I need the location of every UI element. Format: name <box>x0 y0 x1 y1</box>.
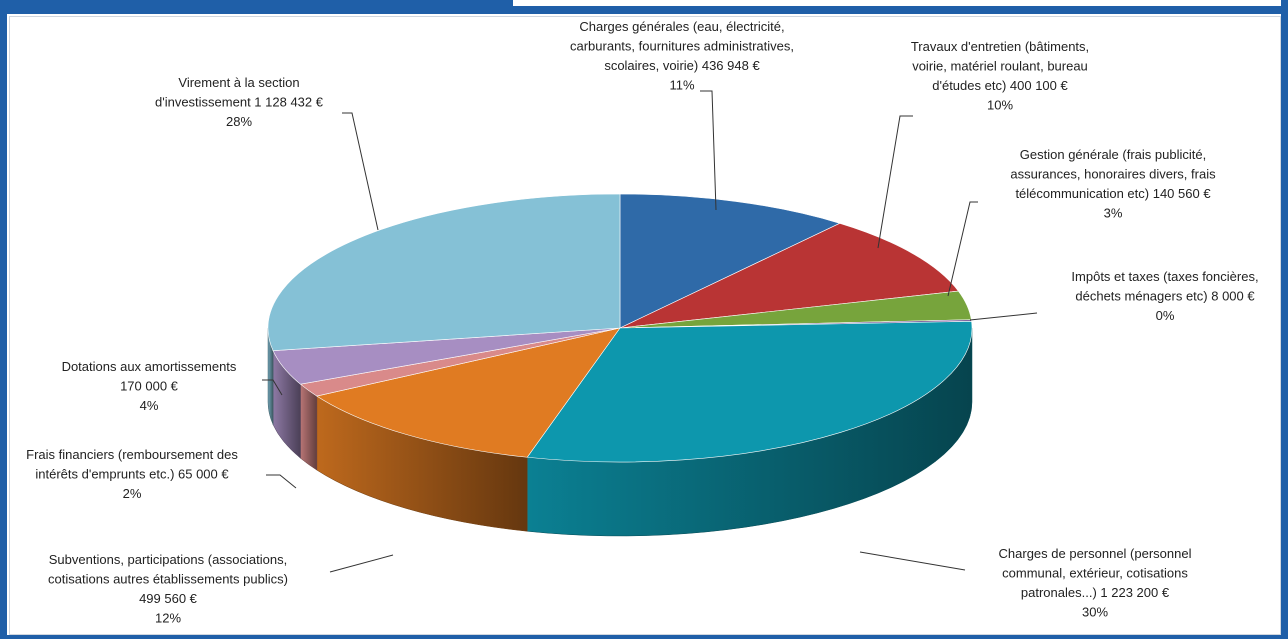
pie-slice-1 <box>619 223 959 329</box>
slice-label-4: Charges de personnel (personnel communal,… <box>999 546 1192 620</box>
frame-border-left <box>0 0 7 639</box>
slice-label-line: scolaires, voirie) 436 948 € <box>604 58 760 73</box>
slice-label-line: d'études etc) 400 100 € <box>932 78 1068 93</box>
slice-label-7: Dotations aux amortissements 170 000 € 4% <box>62 359 237 413</box>
pie-sides <box>267 327 973 537</box>
leader-line-8 <box>342 112 379 231</box>
leader-line-4 <box>859 551 966 571</box>
frame-top-bar-right <box>513 6 1288 14</box>
slice-label-line: 11% <box>669 78 694 93</box>
slice-label-line: 2% <box>123 486 142 501</box>
pie-side-6 <box>300 383 318 471</box>
slice-label-line: Frais financiers (remboursement des <box>26 447 238 462</box>
slice-label-line: Gestion générale (frais publicité, <box>1020 147 1206 162</box>
slice-labels: Charges générales (eau, électricité, carb… <box>26 19 1258 626</box>
slice-label-line: voirie, matériel roulant, bureau <box>912 59 1088 74</box>
slice-label-line: intérêts d'emprunts etc.) 65 000 € <box>35 467 229 482</box>
slice-label-line: Charges générales (eau, électricité, <box>579 19 784 34</box>
slice-label-line: 4% <box>140 398 159 413</box>
slice-label-line: Travaux d'entretien (bâtiments, <box>911 39 1089 54</box>
leader-line-1 <box>877 115 913 249</box>
slice-label-8: Virement à la section d'investissement 1 … <box>155 75 324 129</box>
slice-label-line: Impôts et taxes (taxes foncières, <box>1071 269 1258 284</box>
frame-border-right <box>1281 0 1288 639</box>
leader-line-5 <box>329 554 394 573</box>
slice-label-line: d'investissement 1 128 432 € <box>155 95 324 110</box>
slice-label-line: 28% <box>226 114 252 129</box>
pie-top-slices <box>267 193 973 463</box>
slice-label-line: assurances, honoraires divers, frais <box>1010 167 1216 182</box>
slice-label-line: 10% <box>987 98 1013 113</box>
slice-label-0: Charges générales (eau, électricité, carb… <box>570 19 794 93</box>
pie-slice-8 <box>267 193 621 352</box>
slice-label-2: Gestion générale (frais publicité, assura… <box>1010 147 1216 221</box>
leader-lines <box>262 90 1038 573</box>
slice-label-line: 30% <box>1082 605 1108 620</box>
slice-label-line: 12% <box>155 611 181 626</box>
frame-top-bar-left <box>0 0 513 14</box>
slice-label-line: carburants, fournitures administratives, <box>570 39 794 54</box>
slice-label-line: Dotations aux amortissements <box>62 359 237 374</box>
pie-slice-0 <box>619 193 841 329</box>
slice-label-1: Travaux d'entretien (bâtiments, voirie, m… <box>911 39 1089 113</box>
slice-label-line: 3% <box>1104 206 1123 221</box>
slice-label-3: Impôts et taxes (taxes foncières, déchets… <box>1071 269 1258 323</box>
frame-border-bottom <box>0 635 1288 639</box>
slice-label-line: Charges de personnel (personnel <box>999 546 1192 561</box>
leader-line-3 <box>969 312 1038 321</box>
slice-label-6: Frais financiers (remboursement des intér… <box>26 447 238 501</box>
pie-slice-4 <box>526 321 973 463</box>
slice-label-line: télécommunication etc) 140 560 € <box>1015 186 1211 201</box>
leader-line-7 <box>262 379 283 396</box>
slice-label-line: cotisations autres établissements public… <box>48 572 288 587</box>
slice-label-5: Subventions, participations (association… <box>48 552 288 626</box>
pie-slice-5 <box>316 327 621 458</box>
slice-label-line: 499 560 € <box>139 591 198 606</box>
leader-line-6 <box>266 474 297 489</box>
slice-label-line: déchets ménagers etc) 8 000 € <box>1075 289 1255 304</box>
leader-line-0 <box>700 90 717 211</box>
slice-label-line: Subventions, participations (association… <box>49 552 287 567</box>
slice-label-line: 170 000 € <box>120 379 179 394</box>
leader-line-2 <box>947 201 978 297</box>
slice-label-line: patronales...) 1 223 200 € <box>1021 585 1170 600</box>
slice-label-line: 0% <box>1156 308 1175 323</box>
slice-label-line: communal, extérieur, cotisations <box>1002 566 1188 581</box>
slice-label-line: Virement à la section <box>178 75 299 90</box>
